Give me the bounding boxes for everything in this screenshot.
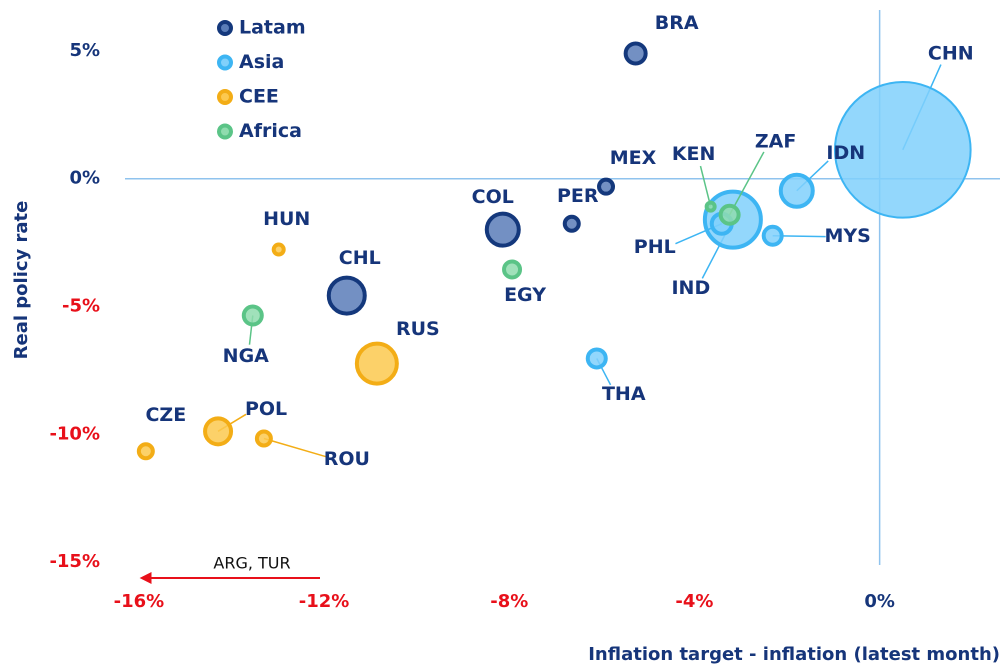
bubble: [502, 259, 523, 280]
point-label: RUS: [396, 318, 440, 340]
y-tick-label: 5%: [69, 40, 100, 61]
point-label: COL: [472, 186, 514, 208]
legend-text: Africa: [239, 120, 302, 142]
point-label: CHL: [339, 247, 381, 269]
leader-line: [728, 151, 765, 216]
bubble: [833, 81, 972, 219]
bubble: [254, 429, 273, 448]
bubble: [704, 200, 717, 213]
point-label: ZAF: [755, 130, 796, 152]
legend-marker: [217, 89, 233, 105]
legend-text: CEE: [239, 86, 279, 108]
x-tick-label: -12%: [299, 591, 350, 612]
y-tick-label: -10%: [49, 423, 100, 444]
point-label: CZE: [145, 404, 186, 426]
y-tick-label: -5%: [62, 296, 100, 317]
annotation-text: ARG, TUR: [213, 554, 290, 573]
point-label: MYS: [825, 225, 871, 247]
bubble: [761, 224, 784, 247]
bubble: [136, 442, 155, 461]
point-label: NGA: [223, 345, 269, 367]
legend-text: Latam: [239, 17, 306, 39]
bubble: [326, 275, 367, 316]
bubble: [354, 341, 399, 386]
x-tick-label: 0%: [864, 591, 895, 612]
bubble: [778, 172, 815, 209]
legend-marker: [217, 20, 233, 36]
bubble: [597, 177, 616, 196]
point-label: PHL: [634, 236, 676, 258]
bubble: [623, 41, 648, 66]
bubble: [203, 416, 234, 447]
point-label: IDN: [826, 142, 865, 164]
x-tick-label: -16%: [114, 591, 165, 612]
bubble: [484, 211, 521, 248]
point-label: PER: [557, 185, 599, 207]
legend-marker: [217, 54, 233, 71]
y-axis-title: Real policy rate: [11, 201, 32, 360]
point-label: BRA: [655, 12, 699, 34]
point-label: HUN: [263, 208, 310, 230]
point-label: MEX: [610, 147, 657, 169]
bubble: [271, 242, 286, 257]
bubble: [241, 304, 264, 327]
x-tick-label: -4%: [675, 591, 713, 612]
point-label: EGY: [504, 284, 546, 306]
point-label: IND: [671, 277, 710, 299]
bubble: [718, 203, 741, 226]
point-label: THA: [602, 383, 646, 405]
leader-line: [699, 165, 712, 207]
y-tick-label: -15%: [49, 551, 100, 572]
bubble: [585, 347, 608, 370]
point-label: POL: [245, 398, 287, 420]
point-label: ROU: [324, 448, 370, 470]
leader-line: [263, 437, 326, 458]
x-axis-title: Inflation target - inflation (latest mon…: [588, 644, 1000, 665]
legend-marker: [217, 123, 233, 140]
bubble: [562, 214, 581, 233]
x-tick-label: -8%: [490, 591, 528, 612]
point-label: CHN: [928, 42, 974, 64]
y-tick-label: 0%: [69, 168, 100, 189]
legend-text: Asia: [239, 51, 284, 73]
point-label: KEN: [672, 143, 716, 165]
